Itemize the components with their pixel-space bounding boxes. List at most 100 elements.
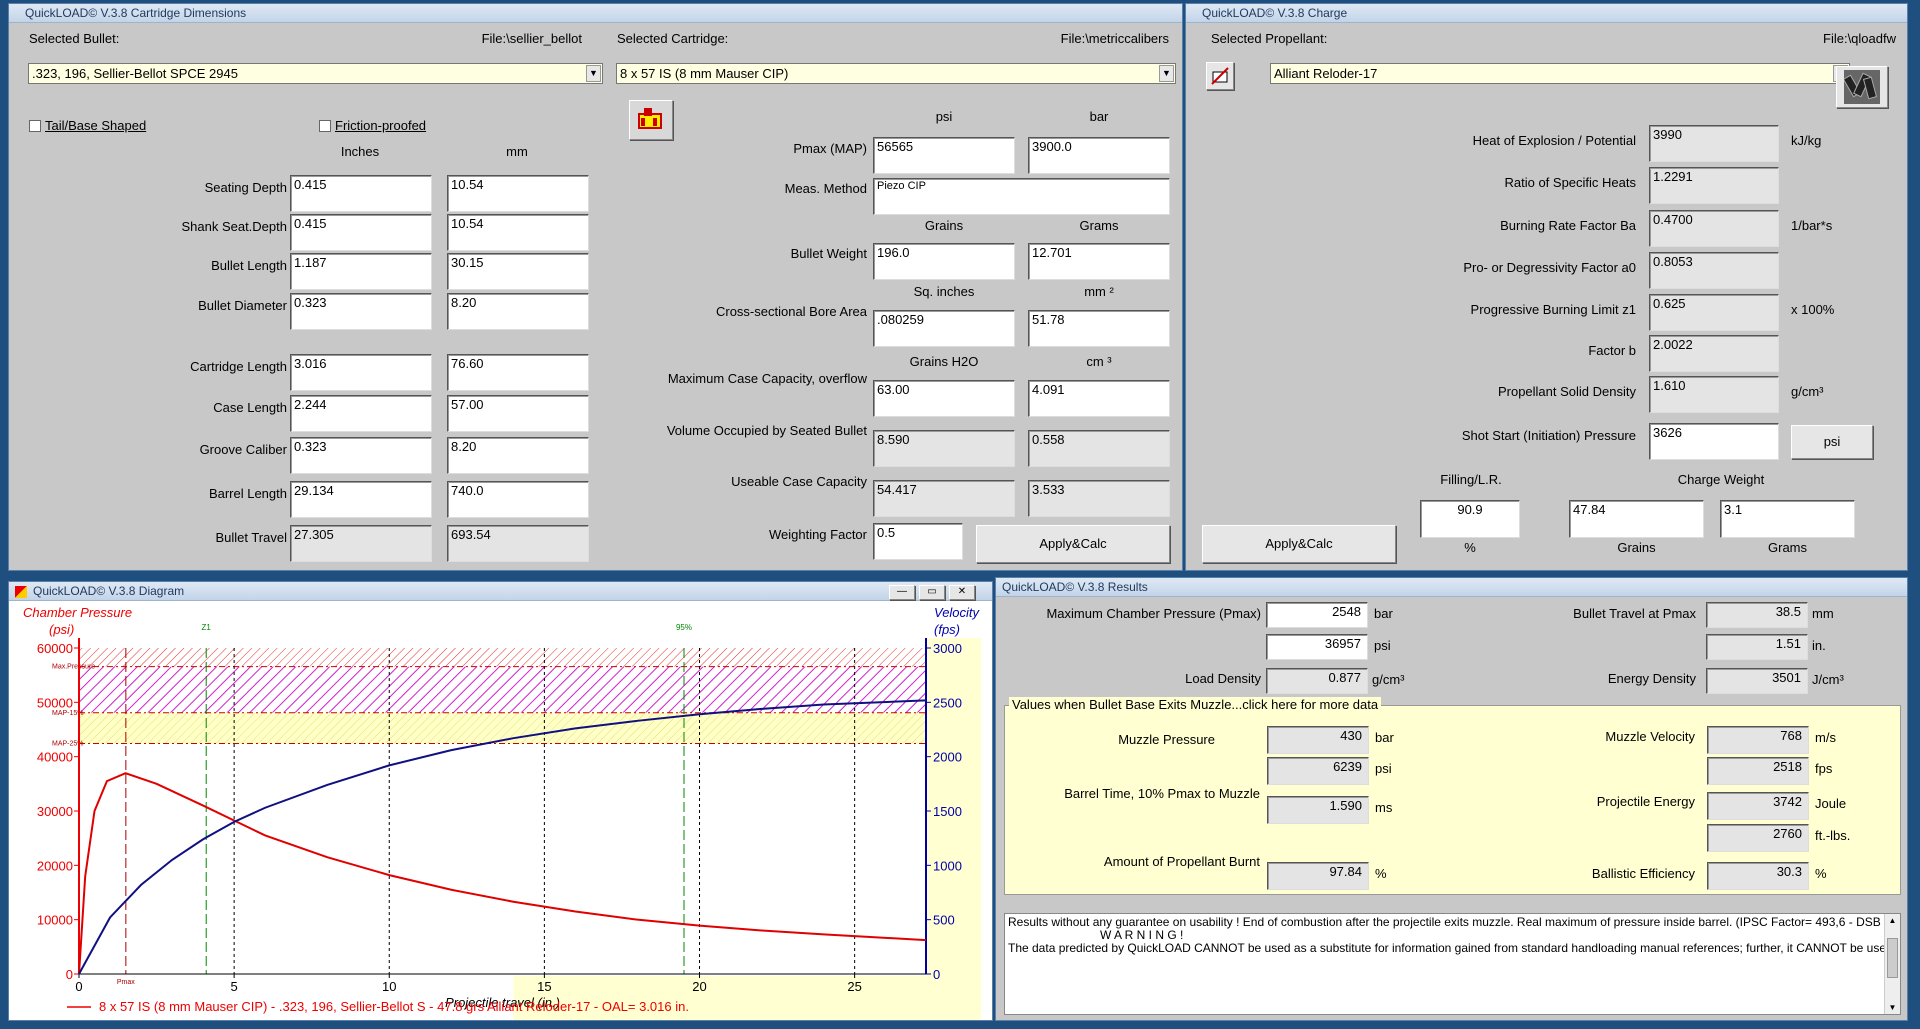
selected-propellant-label: Selected Propellant: <box>1211 31 1328 46</box>
meas-method-field[interactable]: Piezo CIP <box>873 178 1170 215</box>
vosb-grains-field: 8.590 <box>873 430 1015 467</box>
propellant-row-field: 2.0022 <box>1649 335 1779 372</box>
x-axis-title: Projectile travel (in.) <box>445 995 560 1010</box>
grains-label: Grains <box>1617 540 1656 555</box>
filling-field[interactable]: 90.9 <box>1420 500 1520 538</box>
dim-row-inches-field[interactable]: 0.415 <box>290 214 432 251</box>
dims-apply-calc-button[interactable]: Apply&Calc <box>976 525 1170 563</box>
charge-grains-field[interactable]: 47.84 <box>1569 500 1704 538</box>
dim-row-inches-field[interactable]: 1.187 <box>290 253 432 290</box>
friction-checkbox[interactable]: Friction-proofed <box>319 118 426 133</box>
chevron-down-icon[interactable]: ▼ <box>586 65 601 82</box>
dim-row-inches-field[interactable]: 2.244 <box>290 395 432 432</box>
bore-area-mm-field[interactable]: 51.78 <box>1028 310 1170 347</box>
propellant-image-button[interactable] <box>1836 66 1888 108</box>
charge-grams-field[interactable]: 3.1 <box>1720 500 1855 538</box>
maximize-button[interactable]: ▭ <box>919 585 945 600</box>
chevron-down-icon[interactable]: ▼ <box>1159 65 1174 82</box>
notes-scrollbar[interactable]: ▲ ▼ <box>1884 914 1900 1014</box>
propellant-select[interactable]: Alliant Reloder-17▼ <box>1270 63 1850 84</box>
right-tick-label: 1500 <box>933 804 962 819</box>
bullet-file-label: File:\sellier_bellot <box>481 31 582 46</box>
sq-inches-header: Sq. inches <box>913 284 975 299</box>
grams-label: Grams <box>1768 540 1807 555</box>
z1-label: Z1 <box>202 623 212 632</box>
mcc-cm-field[interactable]: 4.091 <box>1028 380 1170 417</box>
muzzle-group-title[interactable]: Values when Bullet Base Exits Muzzle...c… <box>1009 697 1382 712</box>
checkbox-box[interactable] <box>29 120 41 132</box>
left-axis-title: Chamber Pressure <box>23 605 132 620</box>
max-pressure-label: Max.Pressure <box>52 664 95 671</box>
friction-label: Friction-proofed <box>335 118 427 133</box>
bore-area-in-field[interactable]: .080259 <box>873 310 1015 347</box>
results-notes-box[interactable]: Results without any guarantee on usabili… <box>1004 913 1901 1015</box>
dim-row-mm-field[interactable]: 10.54 <box>447 175 589 212</box>
dim-row-inches-field[interactable]: 0.323 <box>290 293 432 330</box>
results-note: Results without any guarantee on usabili… <box>1008 915 1901 929</box>
shot-start-field[interactable]: 3626 <box>1649 423 1779 460</box>
dim-row-inches-field[interactable]: 3.016 <box>290 354 432 391</box>
pmax-bar-field[interactable]: 3900.0 <box>1028 137 1170 174</box>
dim-row-mm-field[interactable]: 10.54 <box>447 214 589 251</box>
tail-base-checkbox[interactable]: Tail/Base Shaped <box>29 118 146 133</box>
muzzle-values-group[interactable]: Values when Bullet Base Exits Muzzle...c… <box>1004 697 1901 895</box>
projectile-energy-ftlbs: 2760 <box>1707 824 1809 852</box>
ballistic-efficiency-value: 30.3 <box>1707 862 1809 890</box>
window-title: QuickLOAD© V.3.8 Results <box>996 578 1907 597</box>
bullet-weight-grams-field[interactable]: 12.701 <box>1028 243 1170 280</box>
scroll-thumb[interactable] <box>1887 938 1898 978</box>
charge-apply-calc-button[interactable]: Apply&Calc <box>1202 525 1396 563</box>
dim-row-mm-field[interactable]: 30.15 <box>447 253 589 290</box>
checkbox-box[interactable] <box>319 120 331 132</box>
scroll-up-icon[interactable]: ▲ <box>1888 916 1897 925</box>
weighting-factor-field[interactable]: 0.5 <box>873 523 963 560</box>
scroll-down-icon[interactable]: ▼ <box>1888 1003 1897 1012</box>
cartridge-image-button[interactable] <box>629 100 673 140</box>
bar-header: bar <box>1089 109 1109 124</box>
cartridge-dimensions-window: QuickLOAD© V.3.8 Cartridge Dimensions Se… <box>8 3 1183 571</box>
pmax-psi-field[interactable]: 56565 <box>873 137 1015 174</box>
mcc-grains-field[interactable]: 63.00 <box>873 380 1015 417</box>
cartridge-select[interactable]: 8 x 57 IS (8 mm Mauser CIP) ▼ <box>616 63 1176 84</box>
ucc-label: Useable Case Capacity <box>731 474 867 489</box>
bullet-weight-grains-field[interactable]: 196.0 <box>873 243 1015 280</box>
app-icon <box>15 586 27 598</box>
close-button[interactable]: ✕ <box>949 585 975 600</box>
btp-mm-value: 38.5 <box>1706 602 1808 628</box>
shot-start-unit-button[interactable]: psi <box>1791 425 1873 459</box>
right-axis-unit: (fps) <box>934 622 960 637</box>
warning-text: The data predicted by QuickLOAD CANNOT b… <box>1008 941 1900 955</box>
dim-row-inches-field[interactable]: 0.323 <box>290 437 432 474</box>
left-axis-unit: (psi) <box>49 622 74 637</box>
propellant-row-label: Factor b <box>1588 343 1636 358</box>
mm-unit: mm <box>1812 606 1834 621</box>
muzzle-velocity-ms: 768 <box>1707 726 1809 754</box>
propellant-row-field: 0.4700 <box>1649 210 1779 247</box>
propellant-filter-button[interactable] <box>1206 62 1234 90</box>
filter-icon <box>1211 67 1229 85</box>
dim-row-inches-field[interactable]: 29.134 <box>290 481 432 518</box>
dim-row-mm-field[interactable]: 57.00 <box>447 395 589 432</box>
propellant-row-field: 1.610 <box>1649 376 1779 413</box>
dim-row-mm-field[interactable]: 8.20 <box>447 437 589 474</box>
minimize-button[interactable]: — <box>889 585 915 600</box>
propellant-burnt-value: 97.84 <box>1267 862 1369 890</box>
dim-row-mm-field[interactable]: 740.0 <box>447 481 589 518</box>
warning-heading: W A R N I N G ! <box>1100 928 1184 942</box>
dim-row-mm-field[interactable]: 8.20 <box>447 293 589 330</box>
dim-row-inches-field: 27.305 <box>290 525 432 562</box>
dim-row-inches-field[interactable]: 0.415 <box>290 175 432 212</box>
barrel-time-value: 1.590 <box>1267 796 1369 824</box>
propellant-file-label: File:\qloadfw <box>1823 31 1896 46</box>
mm2-header: mm ² <box>1084 284 1114 299</box>
dim-row-label: Barrel Length <box>208 486 287 501</box>
propellant-row-field: 3990 <box>1649 125 1779 162</box>
meas-method-label: Meas. Method <box>784 181 867 196</box>
btp-label: Bullet Travel at Pmax <box>1573 606 1696 621</box>
energy-density-label: Energy Density <box>1607 671 1696 686</box>
pmax-label: Pmax <box>117 979 135 986</box>
inches-header: Inches <box>340 144 380 159</box>
map25-label: MAP-25% <box>52 740 84 747</box>
dim-row-mm-field[interactable]: 76.60 <box>447 354 589 391</box>
bullet-select[interactable]: .323, 196, Sellier-Bellot SPCE 2945 ▼ <box>28 63 603 84</box>
